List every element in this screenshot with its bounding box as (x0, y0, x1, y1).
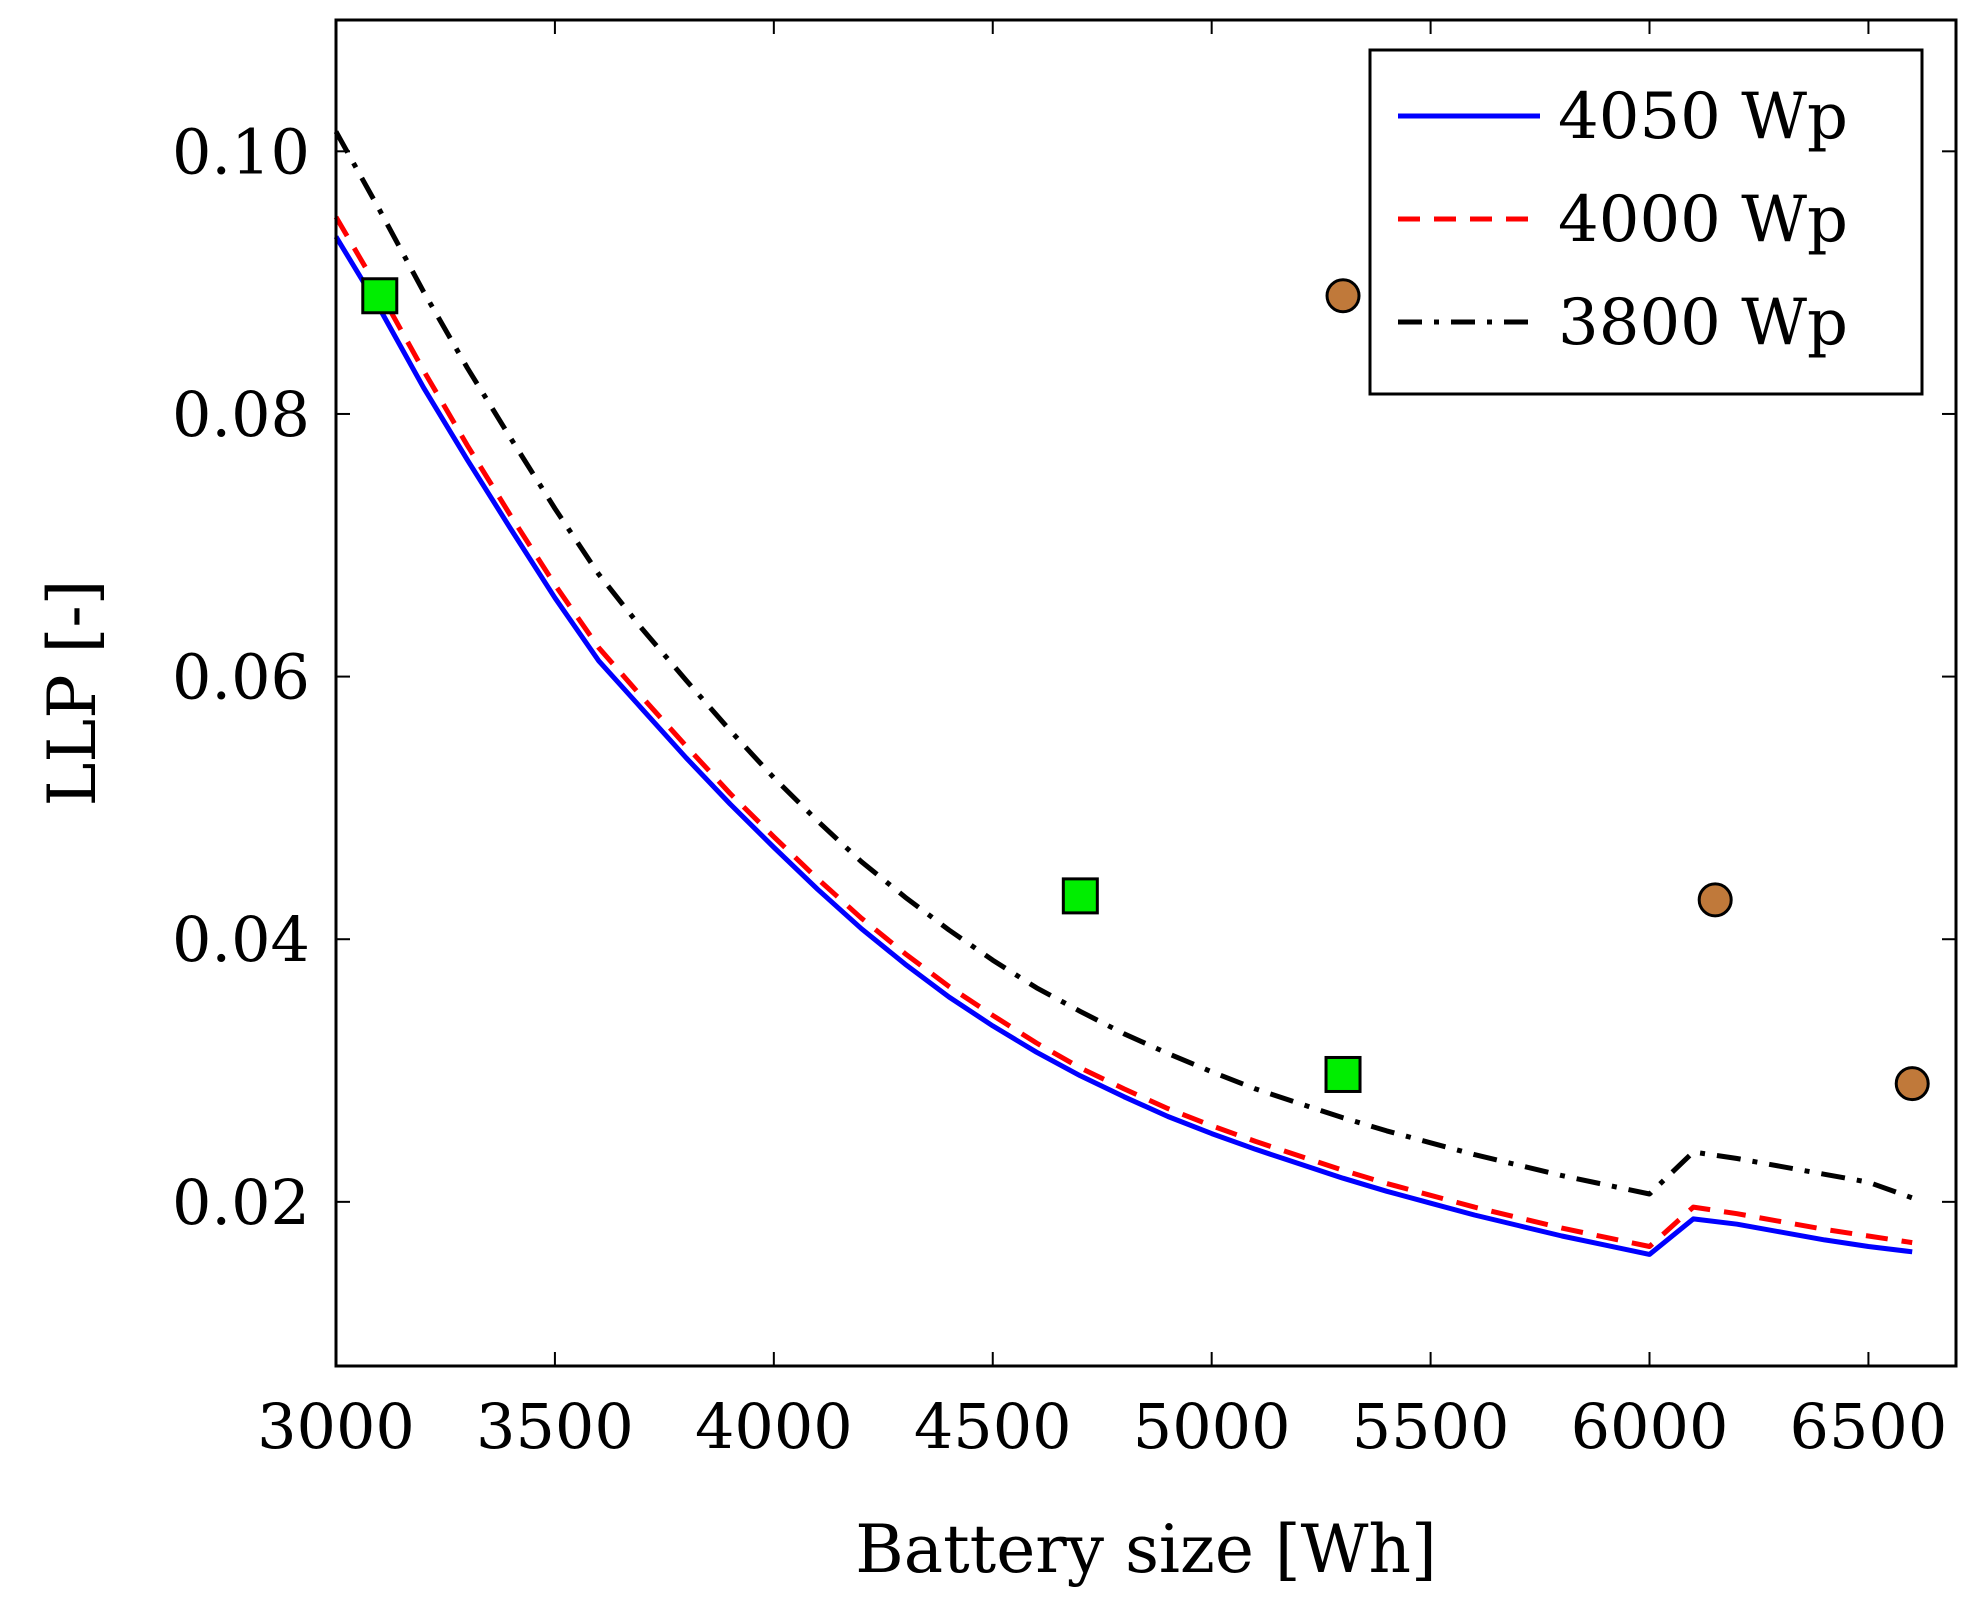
x-tick-label: 4500 (914, 1390, 1072, 1463)
brown-circle-marker (1325, 278, 1361, 314)
y-axis-title: LLP [-] (34, 580, 111, 807)
y-tick-label: 0.08 (172, 378, 310, 451)
y-ticks: 0.02 0.04 0.06 0.08 0.10 (172, 115, 1956, 1239)
series-line-3800-wp (333, 130, 1914, 1201)
legend-box (1368, 48, 1924, 396)
y-tick-label: 0.02 (172, 1166, 310, 1239)
series-line-4050-wp (333, 235, 1913, 1257)
plot-area (333, 130, 1930, 1257)
x-tick-label: 4000 (695, 1390, 853, 1463)
green-square-marker (1061, 877, 1099, 915)
x-tick-label: 5000 (1133, 1390, 1291, 1463)
x-tick-label: 3500 (476, 1390, 634, 1463)
brown-circle-marker (1697, 882, 1733, 918)
legend: 4050 Wp 4000 Wp 3800 Wp (1368, 48, 1924, 396)
brown-circle-marker (1894, 1066, 1930, 1102)
y-tick-label: 0.04 (172, 903, 310, 976)
legend-label: 3800 Wp (1558, 286, 1848, 360)
x-tick-label: 5500 (1352, 1390, 1510, 1463)
green-square-marker (1324, 1055, 1362, 1093)
green-square-marker (361, 277, 399, 315)
series-line-4000-wp (333, 215, 1913, 1249)
x-tick-label: 6500 (1790, 1390, 1948, 1463)
x-tick-label: 3000 (257, 1390, 415, 1463)
legend-label: 4050 Wp (1558, 80, 1848, 154)
x-tick-label: 6000 (1571, 1390, 1729, 1463)
x-ticks: 3000 3500 4000 4500 5000 5500 6000 6500 (257, 20, 1947, 1463)
y-tick-label: 0.06 (172, 641, 310, 714)
legend-label: 4000 Wp (1558, 183, 1848, 257)
axes-frame (334, 18, 1958, 1368)
x-axis-title: Battery size [Wh] (855, 1511, 1436, 1588)
y-tick-label: 0.10 (172, 115, 310, 188)
